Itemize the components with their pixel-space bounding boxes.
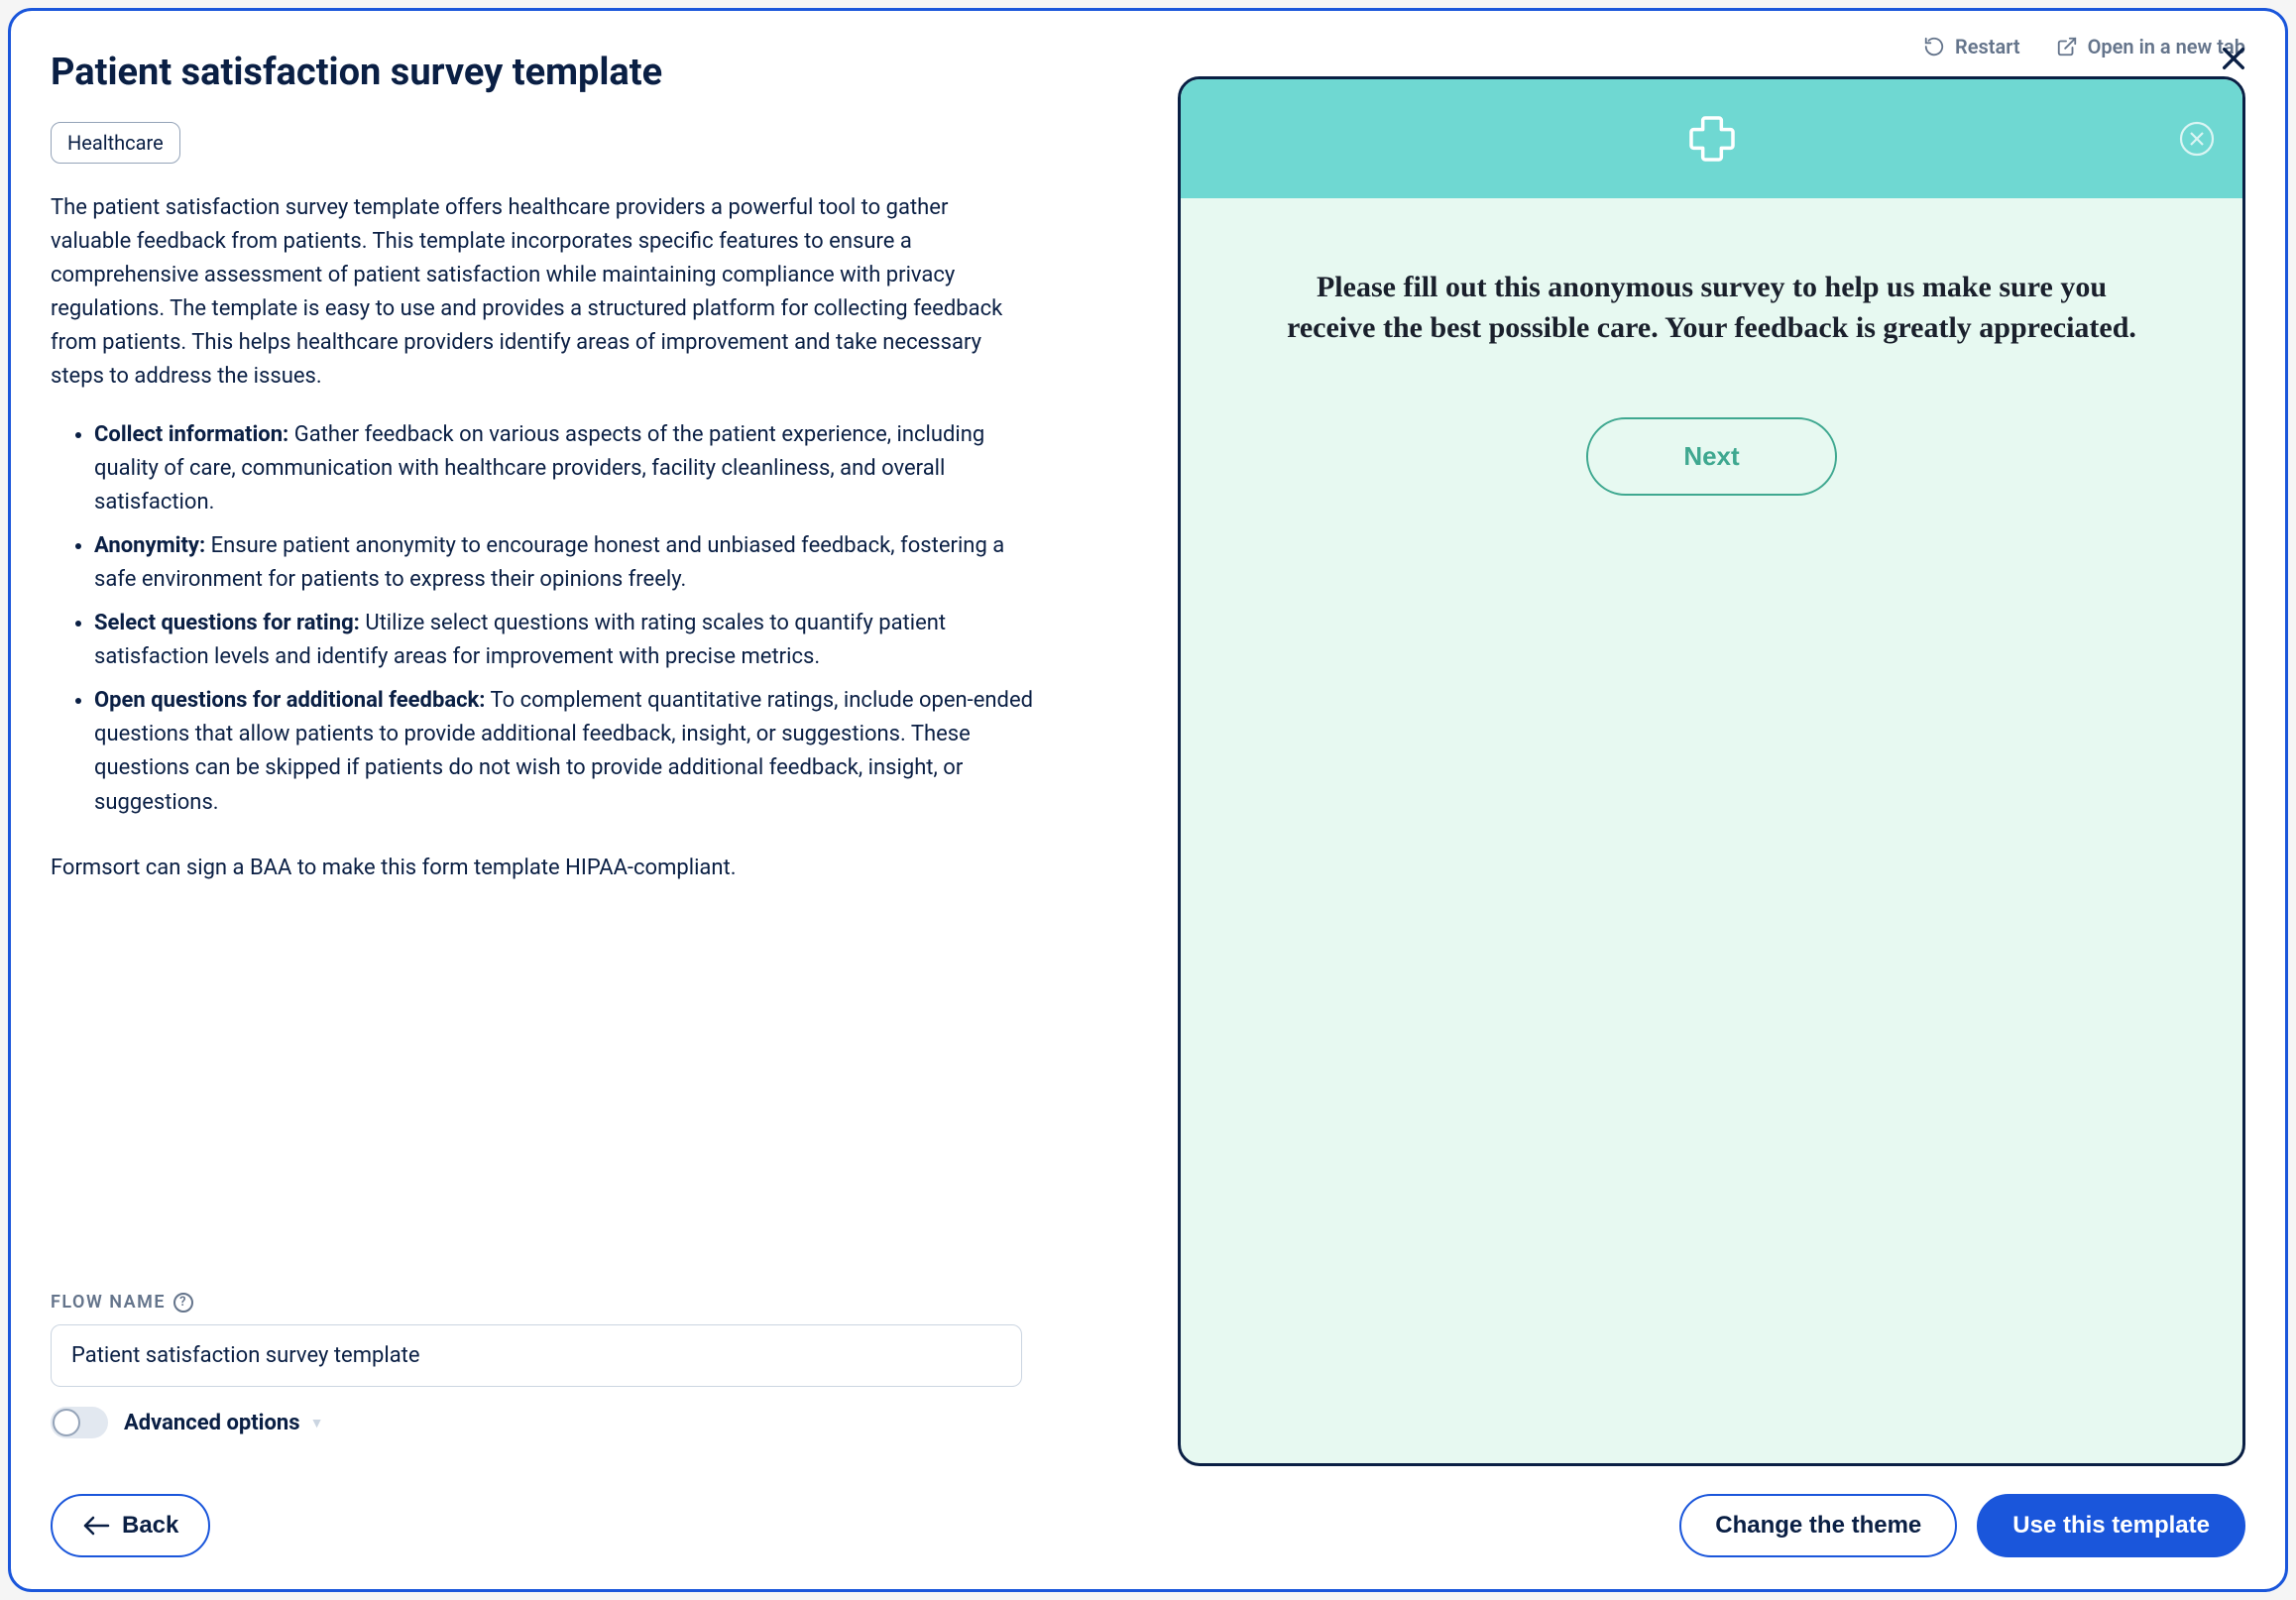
modal-footer: Back Change the theme Use this template xyxy=(11,1466,2285,1589)
restart-label: Restart xyxy=(1955,35,2020,58)
back-button[interactable]: Back xyxy=(51,1494,210,1557)
intro-paragraph: The patient satisfaction survey template… xyxy=(51,191,1022,395)
close-circle-icon xyxy=(2177,119,2217,159)
preview-message: Please fill out this anonymous survey to… xyxy=(1286,268,2138,348)
feature-item: Open questions for additional feedback: … xyxy=(94,684,1046,819)
preview-close-button[interactable] xyxy=(2177,119,2217,159)
help-icon[interactable]: ? xyxy=(173,1293,193,1313)
left-panel: Patient satisfaction survey template Hea… xyxy=(11,11,1158,1466)
baa-note: Formsort can sign a BAA to make this for… xyxy=(51,852,1118,884)
preview-header xyxy=(1181,79,2242,198)
modal-body: Patient satisfaction survey template Hea… xyxy=(11,11,2285,1466)
restart-icon xyxy=(1923,36,1945,57)
chevron-down-icon: ▼ xyxy=(310,1415,324,1431)
close-button[interactable] xyxy=(2218,43,2249,78)
external-link-icon xyxy=(2056,36,2078,57)
close-icon xyxy=(2218,43,2249,74)
change-theme-button[interactable]: Change the theme xyxy=(1679,1494,1957,1557)
right-panel: Restart Open in a new tab xyxy=(1158,11,2285,1466)
feature-label: Open questions for additional feedback: xyxy=(94,688,486,713)
preview-body: Please fill out this anonymous survey to… xyxy=(1181,198,2242,1463)
preview-frame: Please fill out this anonymous survey to… xyxy=(1178,76,2245,1466)
medical-cross-icon xyxy=(1684,111,1740,167)
page-title: Patient satisfaction survey template xyxy=(51,51,1118,94)
feature-label: Anonymity: xyxy=(94,533,205,558)
feature-item: Anonymity: Ensure patient anonymity to e… xyxy=(94,529,1046,597)
feature-item: Collect information: Gather feedback on … xyxy=(94,418,1046,519)
flow-name-label-row: FLOW NAME ? xyxy=(51,1292,1118,1313)
flow-name-input[interactable] xyxy=(51,1324,1022,1387)
arrow-left-icon xyxy=(82,1515,110,1537)
flow-name-label: FLOW NAME xyxy=(51,1292,166,1313)
restart-button[interactable]: Restart xyxy=(1923,35,2020,58)
feature-item: Select questions for rating: Utilize sel… xyxy=(94,607,1046,674)
advanced-options-label-wrap[interactable]: Advanced options ▼ xyxy=(124,1411,323,1435)
advanced-options-toggle[interactable] xyxy=(51,1407,108,1438)
features-list: Collect information: Gather feedback on … xyxy=(94,418,1046,830)
preview-next-button[interactable]: Next xyxy=(1586,417,1836,496)
advanced-options-label: Advanced options xyxy=(124,1411,300,1435)
back-label: Back xyxy=(122,1512,178,1540)
feature-label: Collect information: xyxy=(94,422,288,447)
advanced-options-row: Advanced options ▼ xyxy=(51,1407,1118,1438)
preview-actions: Restart Open in a new tab xyxy=(1178,35,2245,58)
template-modal: Patient satisfaction survey template Hea… xyxy=(8,8,2288,1592)
category-tag[interactable]: Healthcare xyxy=(51,122,180,164)
toggle-knob xyxy=(53,1409,80,1436)
feature-text: Ensure patient anonymity to encourage ho… xyxy=(94,533,1004,592)
use-template-button[interactable]: Use this template xyxy=(1977,1494,2245,1557)
feature-label: Select questions for rating: xyxy=(94,611,360,635)
